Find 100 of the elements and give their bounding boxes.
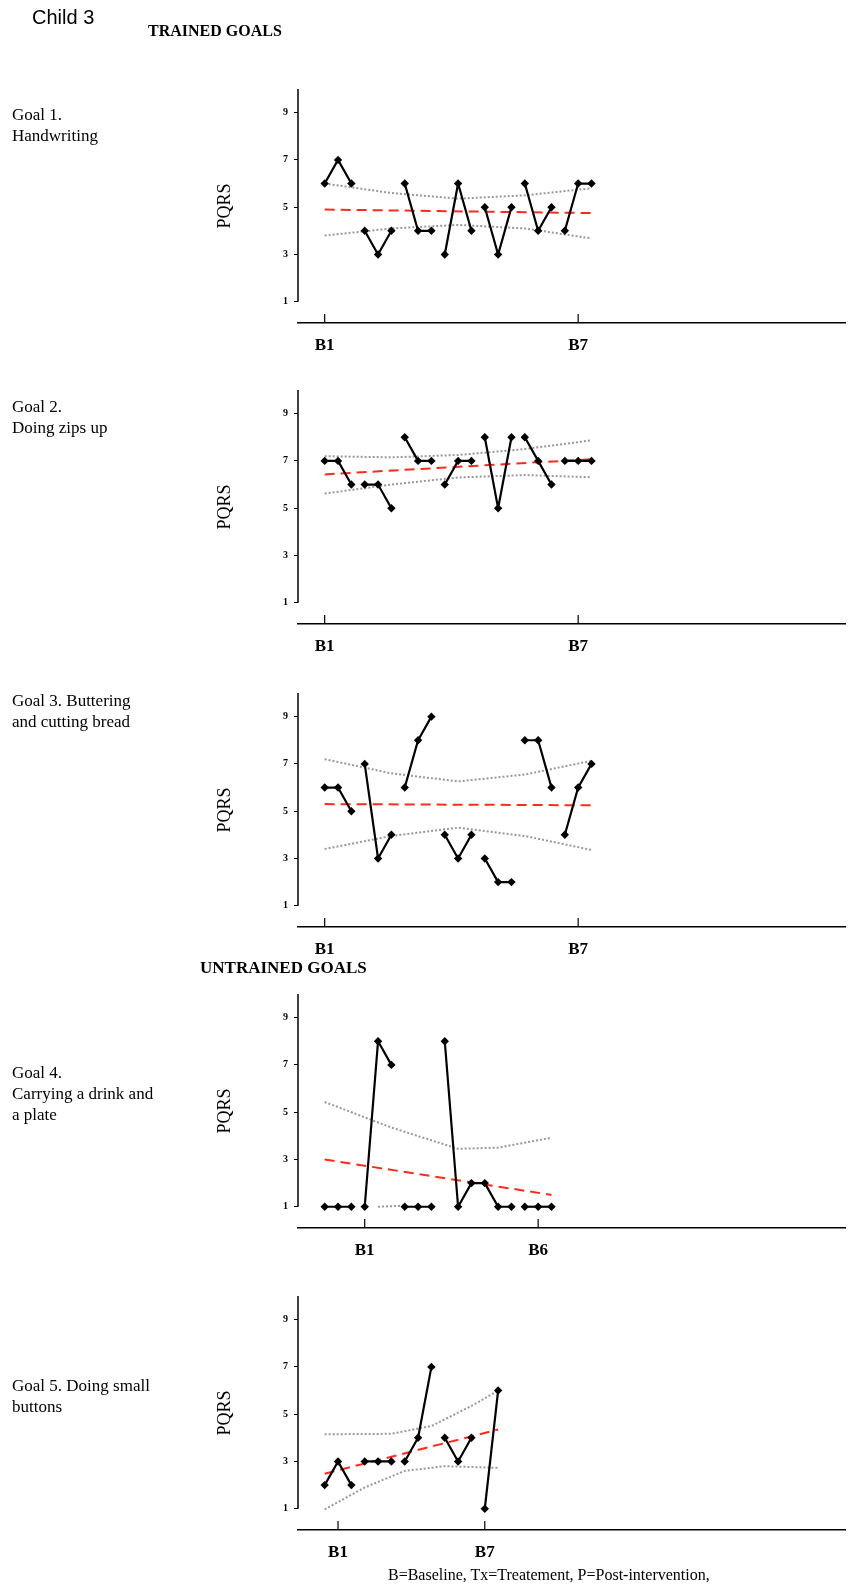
point	[547, 202, 556, 212]
point	[453, 854, 463, 863]
point	[360, 759, 369, 769]
point	[560, 226, 570, 236]
point	[400, 433, 409, 442]
point	[573, 179, 583, 188]
x-tick-label: B1	[314, 938, 335, 958]
y-tick-label: 7	[283, 1058, 288, 1070]
point	[373, 250, 383, 259]
y-axis-title: PQRS	[213, 183, 234, 229]
y-tick-label: 7	[283, 757, 288, 769]
point	[427, 712, 436, 721]
y-tick-label: 9	[283, 106, 288, 118]
point	[493, 877, 503, 887]
point	[347, 1202, 356, 1211]
point	[320, 456, 329, 466]
line-series	[323, 1101, 553, 1150]
y-axis-title: PQRS	[213, 484, 234, 530]
x-tick-label: B7	[474, 1541, 496, 1561]
y-tick-label: 3	[283, 248, 288, 260]
text: UNTRAINED GOALS	[200, 958, 367, 978]
point	[547, 783, 556, 792]
point	[440, 1433, 449, 1443]
point	[427, 1362, 436, 1372]
point	[587, 759, 596, 769]
point	[373, 480, 383, 489]
point	[507, 877, 516, 887]
point	[387, 226, 396, 236]
y-tick-label: 1	[283, 1502, 288, 1514]
y-tick-label: 9	[283, 710, 288, 722]
point	[373, 1037, 383, 1046]
point	[533, 736, 543, 745]
y-tick-label: 7	[283, 454, 288, 466]
point	[520, 179, 530, 188]
x-tick-label: B1	[314, 334, 335, 354]
point	[360, 480, 369, 489]
point	[320, 1480, 329, 1490]
y-tick-label: 5	[283, 1105, 288, 1117]
text: Goal 2. Doing zips up	[12, 396, 108, 438]
y-tick-label: 5	[283, 1407, 288, 1419]
y-tick-label: 5	[283, 200, 288, 212]
point	[467, 1433, 476, 1443]
point	[347, 179, 356, 188]
y-tick-label: 5	[283, 501, 288, 513]
point	[427, 456, 436, 466]
point	[507, 1202, 516, 1211]
point	[333, 155, 343, 165]
x-tick-label: B7	[568, 938, 589, 958]
x-tick-label: B6	[528, 1239, 549, 1259]
point	[413, 736, 423, 745]
point	[333, 1202, 343, 1211]
point	[440, 830, 449, 840]
text: B=Baseline, Tx=Treatement, P=Post-intervention,	[388, 1566, 710, 1584]
point	[507, 433, 516, 442]
point	[360, 1202, 369, 1211]
y-tick-label: 9	[283, 1313, 288, 1325]
point	[387, 1060, 396, 1070]
point	[520, 736, 530, 745]
y-tick-label: 7	[283, 1360, 288, 1372]
y-tick-label: 1	[283, 295, 288, 307]
y-tick-label: 1	[283, 899, 288, 911]
point	[467, 830, 476, 840]
line-series	[323, 1465, 500, 1511]
y-tick-label: 3	[283, 549, 288, 561]
text: Goal 4. Carrying a drink and a plate	[12, 1062, 154, 1125]
line-series	[323, 826, 593, 851]
point	[333, 783, 343, 792]
point	[467, 226, 476, 236]
point	[440, 480, 449, 489]
point	[427, 1202, 436, 1211]
y-tick-label: 9	[283, 1011, 288, 1023]
point	[560, 830, 570, 840]
x-tick-label: B1	[328, 1541, 348, 1561]
point	[587, 179, 596, 188]
point	[347, 480, 356, 489]
y-tick-label: 3	[283, 1153, 288, 1165]
point	[467, 456, 476, 466]
point	[480, 433, 489, 442]
point	[573, 783, 583, 792]
point	[360, 226, 369, 236]
text: Goal 1. Handwriting	[12, 104, 98, 146]
point	[480, 1178, 489, 1188]
line-series	[323, 474, 593, 495]
y-tick-label: 3	[283, 1455, 288, 1467]
point	[467, 1178, 476, 1188]
x-tick-label: B7	[568, 635, 589, 655]
y-tick-label: 5	[283, 804, 288, 816]
point	[480, 202, 489, 212]
point	[320, 783, 329, 792]
point	[400, 1457, 409, 1466]
y-tick-label: 1	[283, 596, 288, 608]
point	[520, 1202, 530, 1211]
x-tick-label: B1	[314, 635, 335, 655]
point	[520, 433, 530, 442]
text: Child 3	[32, 6, 95, 29]
point	[493, 1386, 503, 1395]
point	[533, 226, 543, 236]
point	[347, 1480, 356, 1490]
point	[453, 456, 463, 466]
point	[333, 1457, 343, 1466]
